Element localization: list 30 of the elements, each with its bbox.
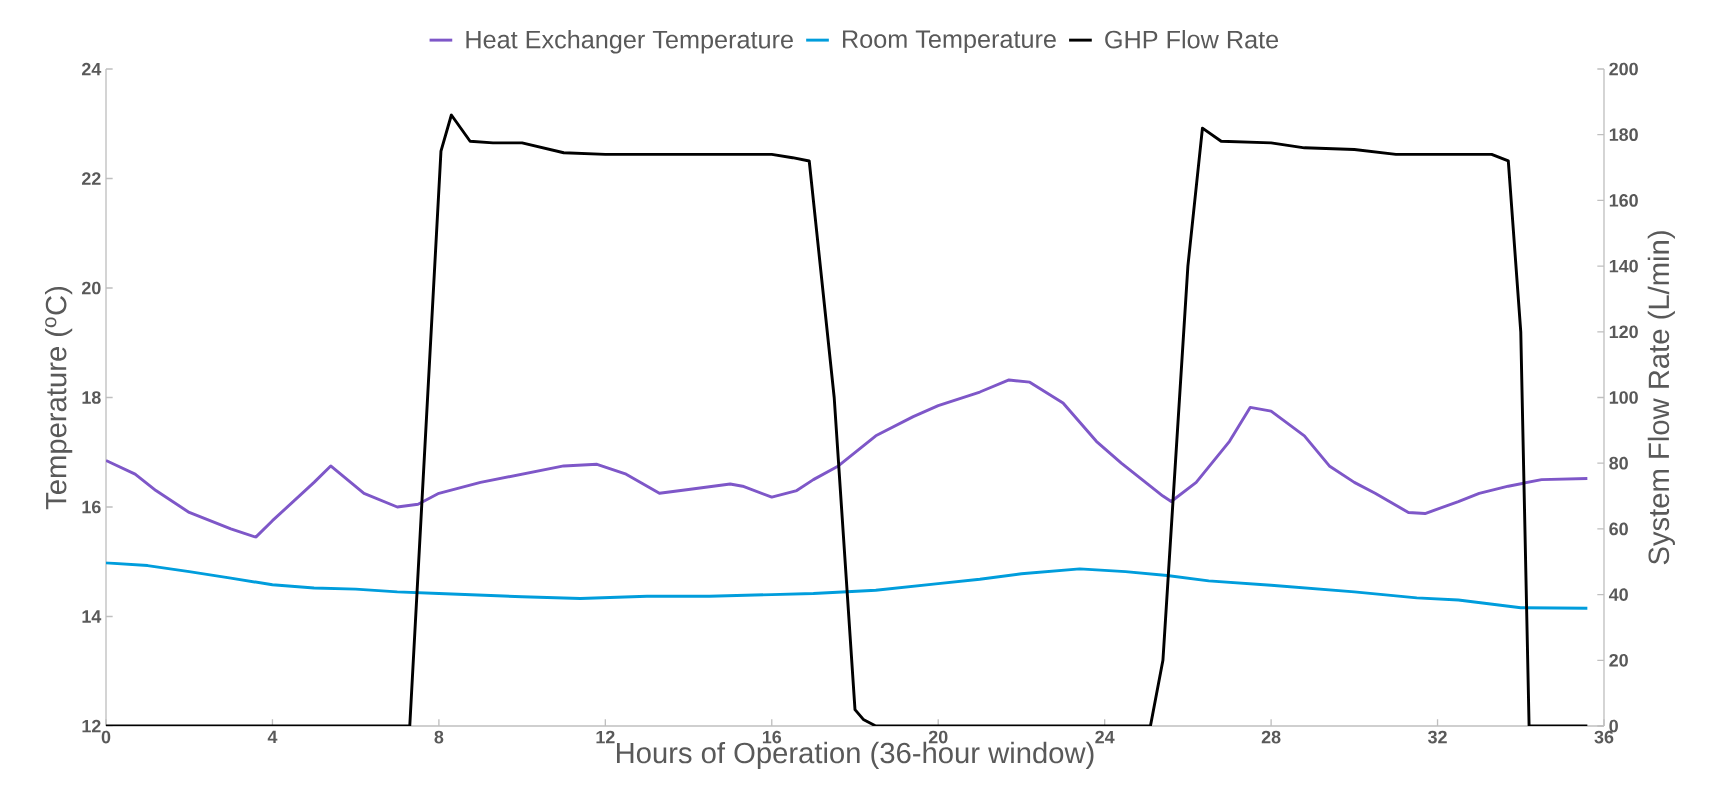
x-tick-label: 28 bbox=[1261, 730, 1281, 744]
y2-tick-label: 200 bbox=[1609, 62, 1638, 76]
y-tick-label: 18 bbox=[82, 391, 101, 404]
y2-tick-label: 80 bbox=[1609, 456, 1628, 470]
y-tick-label: 22 bbox=[81, 172, 101, 185]
y2-tick-label: 160 bbox=[1609, 194, 1638, 207]
y-tick-label: 16 bbox=[82, 500, 101, 514]
y-tick-label: 20 bbox=[81, 281, 101, 295]
y2-tick-label: 20 bbox=[1609, 653, 1628, 667]
y2-tick-label: 40 bbox=[1608, 588, 1628, 601]
y2-axis-title: System Flow Rate (L/min) bbox=[1647, 231, 1675, 565]
y2-tick-label: 100 bbox=[1609, 391, 1638, 404]
legend-label: Room Temperature bbox=[843, 30, 1056, 54]
x-tick-label: 4 bbox=[267, 730, 278, 744]
x-tick-label: 12 bbox=[596, 730, 615, 744]
x-tick-label: 0 bbox=[101, 730, 111, 744]
y2-tick-label: 60 bbox=[1609, 522, 1628, 536]
legend-label: Heat Exchanger Temperature bbox=[466, 29, 793, 54]
line-series bbox=[106, 561, 1589, 610]
y2-tick-label: 140 bbox=[1609, 259, 1638, 273]
y-axis-title: Temperature ($^{o}$C) bbox=[44, 286, 73, 510]
y2-tick-label: 120 bbox=[1609, 325, 1638, 339]
x-tick-label: 32 bbox=[1427, 730, 1447, 744]
y-tick-label: 24 bbox=[81, 62, 102, 76]
legend-label: GHP Flow Rate bbox=[1105, 29, 1279, 49]
x-tick-label: 8 bbox=[434, 730, 444, 744]
y-tick-label: 12 bbox=[82, 719, 101, 733]
y2-tick-label: 180 bbox=[1609, 128, 1638, 142]
y-tick-label: 14 bbox=[82, 610, 102, 623]
x-tick-label: 24 bbox=[1095, 730, 1115, 744]
